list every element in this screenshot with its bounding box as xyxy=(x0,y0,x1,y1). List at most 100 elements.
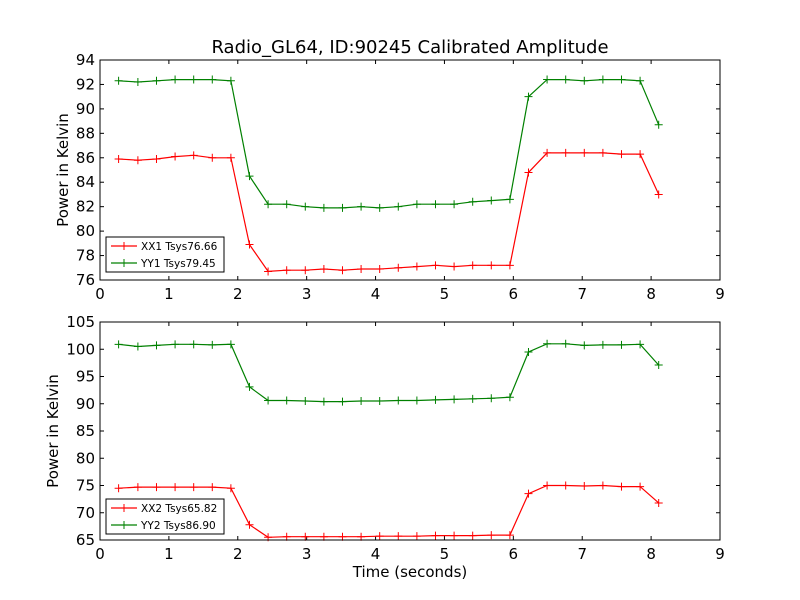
data-point-marker xyxy=(375,532,384,541)
data-point-marker xyxy=(226,76,235,85)
data-point-marker xyxy=(617,150,626,159)
y-tick-label: 100 xyxy=(66,340,95,358)
legend-label: XX2 Tsys65.82 xyxy=(141,503,217,515)
data-point-marker xyxy=(580,482,589,491)
plot-frame xyxy=(99,59,721,281)
data-point-marker xyxy=(152,76,161,85)
x-tick-label: 9 xyxy=(715,545,725,563)
data-point-marker xyxy=(208,483,217,492)
data-point-marker xyxy=(114,484,123,493)
data-point-marker xyxy=(357,202,366,211)
legend-box xyxy=(105,236,225,273)
data-point-marker xyxy=(598,481,607,490)
legend-label: XX1 Tsys76.66 xyxy=(141,241,218,253)
data-point-marker xyxy=(319,397,328,406)
data-point-marker xyxy=(636,76,645,85)
data-point-marker xyxy=(450,262,459,271)
legend-label: YY2 Tsys86.90 xyxy=(140,520,216,532)
data-point-marker xyxy=(264,396,273,405)
data-point-marker xyxy=(171,483,180,492)
bottom-plot: 0 1 2 3 4 5 6 7 8 9 65 70 75 80 85 90 95 100 105 Power in K… xyxy=(44,313,725,581)
data-point-marker xyxy=(114,340,123,349)
chart-title: Radio_GL64, ID:90245 Calibrated Amplitud… xyxy=(211,37,608,58)
data-point-marker xyxy=(375,203,384,212)
data-point-marker xyxy=(152,341,161,350)
data-point-marker xyxy=(282,200,291,209)
data-point-marker xyxy=(636,150,645,159)
y-tick-label: 88 xyxy=(76,124,95,142)
data-point-marker xyxy=(133,156,142,165)
data-point-marker xyxy=(580,76,589,85)
data-point-marker xyxy=(245,240,254,249)
data-point-marker xyxy=(431,395,440,404)
data-point-marker xyxy=(338,203,347,212)
y-tick-label: 80 xyxy=(76,222,95,240)
data-point-marker xyxy=(487,394,496,403)
x-tick-label: 1 xyxy=(164,545,174,563)
data-point-marker xyxy=(133,342,142,351)
data-point-marker xyxy=(505,195,514,204)
legend-label: YY1 Tsys79.45 xyxy=(140,258,216,270)
x-tick-label: 6 xyxy=(509,285,519,303)
data-point-marker xyxy=(226,340,235,349)
data-point-marker xyxy=(431,261,440,270)
data-point-marker xyxy=(468,197,477,206)
y-tick-label: 85 xyxy=(76,422,95,440)
x-tick-label: 6 xyxy=(509,545,519,563)
data-point-marker xyxy=(319,532,328,541)
data-point-marker xyxy=(319,265,328,273)
data-point-marker xyxy=(450,200,459,209)
data-point-marker xyxy=(189,151,198,160)
data-point-marker xyxy=(505,261,514,270)
y-tick-label: 92 xyxy=(76,75,95,93)
x-tick-label: 5 xyxy=(440,545,450,563)
data-point-marker xyxy=(505,531,514,540)
data-point-marker xyxy=(524,92,533,101)
data-point-marker xyxy=(412,200,421,209)
data-point-marker xyxy=(319,203,328,212)
data-point-marker xyxy=(282,532,291,541)
data-point-marker xyxy=(636,340,645,349)
y-tick-label: 84 xyxy=(76,173,95,191)
data-point-marker xyxy=(338,266,347,275)
data-point-marker xyxy=(208,75,217,84)
y-axis-label: Power in Kelvin xyxy=(54,113,72,227)
x-tick-label: 1 xyxy=(164,285,174,303)
data-point-marker xyxy=(133,483,142,492)
data-point-marker xyxy=(543,75,552,84)
data-point-marker xyxy=(245,382,254,391)
data-point-marker xyxy=(171,75,180,84)
data-point-marker xyxy=(114,76,123,85)
data-point-marker xyxy=(598,148,607,157)
x-tick-label: 3 xyxy=(302,545,312,563)
y-axis-label: Power in Kelvin xyxy=(44,374,62,488)
x-axis-label: Time (seconds) xyxy=(352,563,468,581)
data-point-marker xyxy=(338,397,347,406)
x-tick-label: 4 xyxy=(371,545,381,563)
data-point-marker xyxy=(561,339,570,348)
data-point-marker xyxy=(561,481,570,490)
data-point-marker xyxy=(617,482,626,491)
data-point-marker xyxy=(580,341,589,350)
data-point-marker xyxy=(561,148,570,157)
data-point-marker xyxy=(487,531,496,540)
data-point-marker xyxy=(171,152,180,161)
x-tick-label: 8 xyxy=(646,545,656,563)
data-point-marker xyxy=(412,532,421,541)
data-point-marker xyxy=(598,340,607,349)
data-point-marker xyxy=(412,262,421,271)
data-point-marker xyxy=(245,172,254,181)
plot-frame xyxy=(99,321,721,541)
x-tick-label: 7 xyxy=(577,285,587,303)
y-tick-label: 65 xyxy=(76,531,95,549)
y-tick-label: 95 xyxy=(76,368,95,386)
data-point-marker xyxy=(226,153,235,162)
data-point-marker xyxy=(431,200,440,209)
y-tick-label: 80 xyxy=(76,449,95,467)
x-tick-label: 0 xyxy=(95,285,105,303)
y-tick-label: 75 xyxy=(76,477,95,495)
data-point-marker xyxy=(524,168,533,177)
data-point-marker xyxy=(357,532,366,541)
data-point-marker xyxy=(208,340,217,349)
